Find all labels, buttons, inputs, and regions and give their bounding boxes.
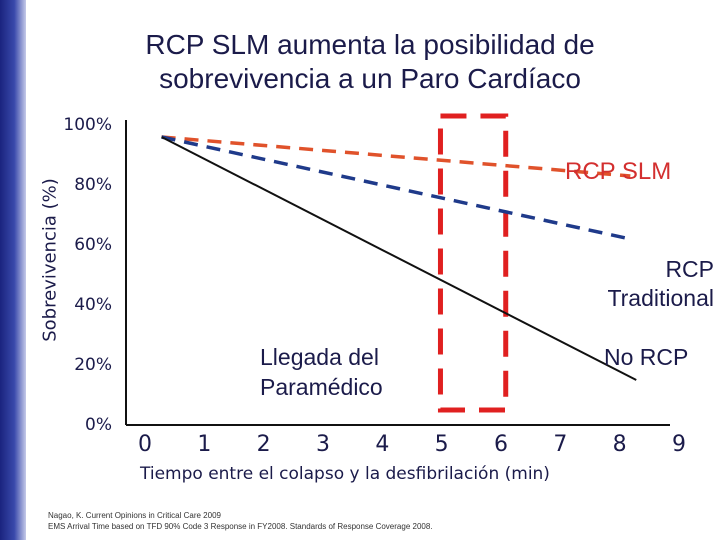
x-axis-label: Tiempo entre el colapso y la desfibrilac…: [140, 464, 550, 484]
x-tick-label: 0: [138, 432, 152, 457]
series-line-rcp-slm: [161, 135, 631, 178]
footnote-line-2: EMS Arrival Time based on TFD 90% Code 3…: [48, 522, 433, 531]
annotation-no-rcp: No RCP: [604, 344, 689, 370]
y-tick-label: 20%: [74, 355, 112, 375]
annotation-traditional-line-1: RCP: [665, 256, 714, 282]
title-line-2: sobrevivencia a un Paro Cardíaco: [159, 63, 581, 94]
y-tick-label: 40%: [74, 295, 112, 315]
x-tick-label: 5: [434, 432, 449, 457]
page-title: RCP SLM aumenta la posibilidad de sobrev…: [40, 28, 700, 96]
annotation-paramedic-arrival: Llegada del Paramédico: [260, 342, 383, 402]
annotation-traditional-line-2: Traditional: [607, 285, 714, 311]
annotation-paramedic-line-1: Llegada del: [260, 344, 379, 370]
annotation-rcp-traditional: RCP Traditional: [560, 255, 714, 313]
series-line-no-rcp: [161, 136, 637, 381]
side-accent-bar: [0, 0, 26, 540]
title-line-1: RCP SLM aumenta la posibilidad de: [145, 29, 595, 60]
annotation-rcp-slm: RCP SLM: [565, 158, 672, 185]
x-tick-label: 2: [256, 432, 271, 457]
annotation-paramedic-line-2: Paramédico: [260, 374, 383, 400]
footnote: Nagao, K. Current Opinions in Critical C…: [48, 510, 433, 532]
x-tick-label: 3: [316, 432, 330, 457]
x-tick-label: 8: [612, 432, 627, 457]
x-tick-label: 6: [494, 432, 508, 457]
x-tick-label: 7: [553, 432, 568, 457]
series-line-rcp-traditional: [161, 135, 631, 241]
x-tick-label: 9: [672, 432, 686, 457]
footnote-line-1: Nagao, K. Current Opinions in Critical C…: [48, 511, 221, 520]
y-tick-label: 80%: [74, 175, 112, 195]
y-tick-label: 60%: [74, 235, 112, 255]
x-tick-label: 4: [375, 432, 390, 457]
y-tick-label: 0%: [85, 415, 112, 435]
x-tick-label: 1: [197, 432, 212, 457]
paramedic-arrival-window: [437, 113, 509, 413]
y-tick-label: 100%: [63, 115, 112, 135]
